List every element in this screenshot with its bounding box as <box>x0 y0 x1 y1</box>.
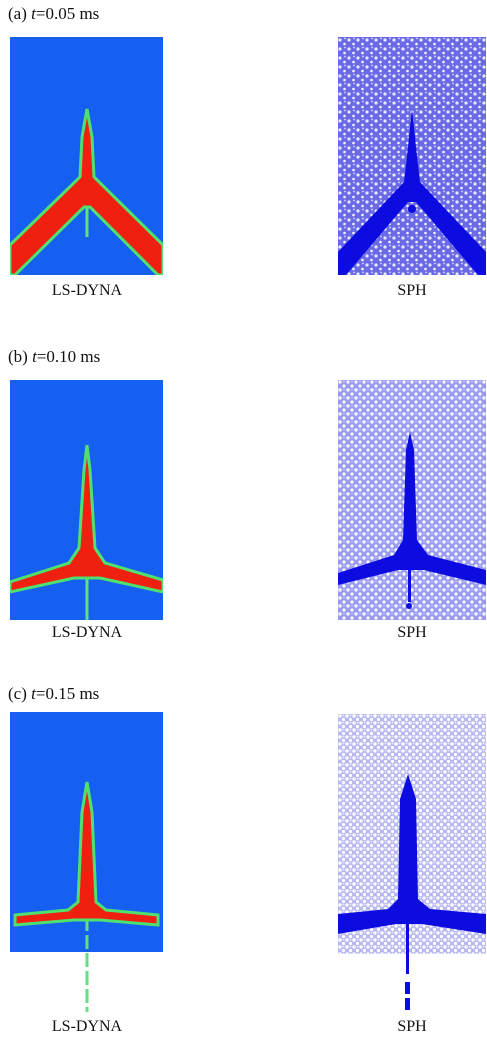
sph-image <box>338 37 486 275</box>
caption: SPH <box>332 282 487 300</box>
caption: SPH <box>332 1018 487 1036</box>
ls-dyna-image <box>10 37 163 275</box>
caption: LS-DYNA <box>7 624 167 642</box>
caption: SPH <box>332 624 487 642</box>
panel-label: (b) t=0.10 ms <box>8 347 100 367</box>
tag: (b) <box>8 347 28 366</box>
caption: LS-DYNA <box>7 1018 167 1036</box>
figure: (a) t=0.05 ms LS-DYNA SPH (b) t=0.10 ms … <box>0 0 487 1039</box>
time: =0.10 ms <box>37 347 100 366</box>
time: =0.05 ms <box>36 4 99 23</box>
ls-dyna-image <box>10 712 163 1012</box>
tag: (a) <box>8 4 27 23</box>
panel-label: (c) t=0.15 ms <box>8 684 99 704</box>
time: =0.15 ms <box>36 684 99 703</box>
panel-label: (a) t=0.05 ms <box>8 4 99 24</box>
tag: (c) <box>8 684 27 703</box>
sph-image <box>338 380 486 620</box>
caption: LS-DYNA <box>7 282 167 300</box>
ls-dyna-image <box>10 380 163 620</box>
sph-image <box>338 714 486 1014</box>
